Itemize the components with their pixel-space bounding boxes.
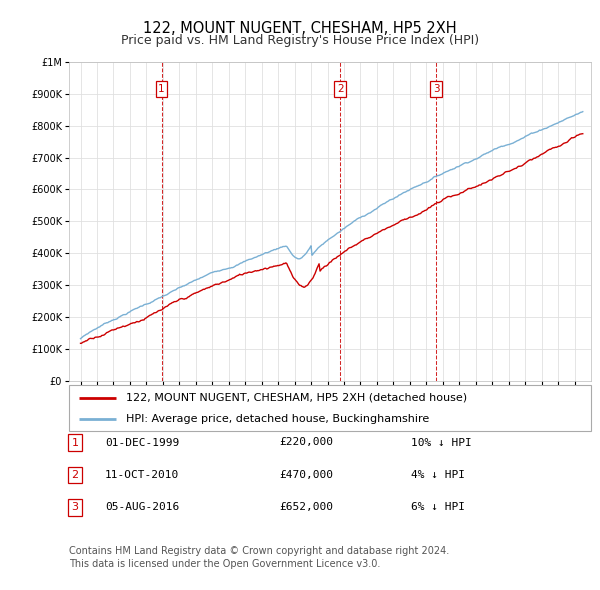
Text: £652,000: £652,000 [279, 503, 333, 512]
Text: Price paid vs. HM Land Registry's House Price Index (HPI): Price paid vs. HM Land Registry's House … [121, 34, 479, 47]
Text: £470,000: £470,000 [279, 470, 333, 480]
Text: 1: 1 [71, 438, 79, 447]
Text: 3: 3 [433, 84, 440, 94]
FancyBboxPatch shape [69, 385, 591, 431]
Text: Contains HM Land Registry data © Crown copyright and database right 2024.: Contains HM Land Registry data © Crown c… [69, 546, 449, 556]
Text: £220,000: £220,000 [279, 438, 333, 447]
Text: 11-OCT-2010: 11-OCT-2010 [105, 470, 179, 480]
Text: 2: 2 [71, 470, 79, 480]
Text: 2: 2 [337, 84, 344, 94]
Text: 4% ↓ HPI: 4% ↓ HPI [411, 470, 465, 480]
Text: 122, MOUNT NUGENT, CHESHAM, HP5 2XH: 122, MOUNT NUGENT, CHESHAM, HP5 2XH [143, 21, 457, 35]
Text: 01-DEC-1999: 01-DEC-1999 [105, 438, 179, 447]
Text: 10% ↓ HPI: 10% ↓ HPI [411, 438, 472, 447]
Text: 6% ↓ HPI: 6% ↓ HPI [411, 503, 465, 512]
Text: 3: 3 [71, 503, 79, 512]
Text: HPI: Average price, detached house, Buckinghamshire: HPI: Average price, detached house, Buck… [127, 414, 430, 424]
Text: 1: 1 [158, 84, 165, 94]
Text: 05-AUG-2016: 05-AUG-2016 [105, 503, 179, 512]
Text: 122, MOUNT NUGENT, CHESHAM, HP5 2XH (detached house): 122, MOUNT NUGENT, CHESHAM, HP5 2XH (det… [127, 392, 467, 402]
Text: This data is licensed under the Open Government Licence v3.0.: This data is licensed under the Open Gov… [69, 559, 380, 569]
